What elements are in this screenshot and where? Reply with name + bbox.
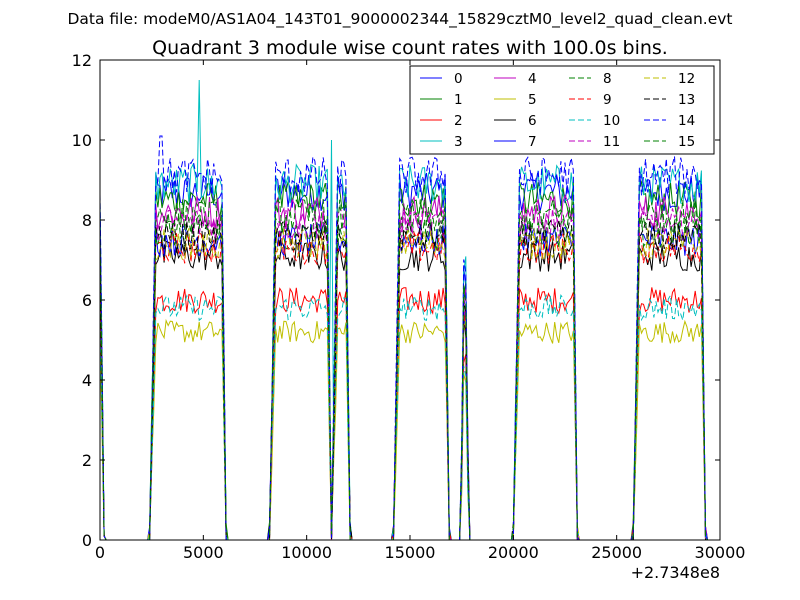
series-layer xyxy=(100,79,709,540)
legend-label-0: 0 xyxy=(454,71,463,87)
series-line-13 xyxy=(100,218,708,540)
series-line-15 xyxy=(100,197,709,540)
legend-label-6: 6 xyxy=(528,113,537,129)
legend-label-3: 3 xyxy=(454,134,463,150)
y-tick-label: 0 xyxy=(82,531,92,550)
x-tick-label: 0 xyxy=(95,543,105,562)
legend-label-8: 8 xyxy=(603,71,612,87)
legend-box xyxy=(409,65,715,155)
x-tick-label: 5000 xyxy=(183,543,224,562)
legend-label-12: 12 xyxy=(678,71,695,87)
series-line-4 xyxy=(100,194,709,540)
legend-label-10: 10 xyxy=(603,113,620,129)
x-tick-label: 15000 xyxy=(385,543,436,562)
x-tick-label: 30000 xyxy=(695,543,746,562)
legend-label-11: 11 xyxy=(603,134,620,150)
y-tick-label: 10 xyxy=(72,131,92,150)
series-line-9 xyxy=(100,231,708,540)
series-line-7 xyxy=(100,222,709,540)
y-tick-label: 6 xyxy=(82,291,92,310)
y-tick-label: 4 xyxy=(82,371,92,390)
y-tick-label: 12 xyxy=(72,51,92,70)
series-line-10 xyxy=(100,293,709,540)
x-tick-label: 20000 xyxy=(488,543,539,562)
legend-label-2: 2 xyxy=(454,113,463,129)
series-line-8 xyxy=(100,214,708,540)
x-offset-label: +2.7348e8 xyxy=(631,563,720,582)
legend-label-5: 5 xyxy=(528,92,537,108)
legend-label-14: 14 xyxy=(678,113,695,129)
legend-label-7: 7 xyxy=(528,134,537,150)
x-tick-label: 10000 xyxy=(281,543,332,562)
x-tick-label: 25000 xyxy=(591,543,642,562)
legend-label-9: 9 xyxy=(603,92,612,108)
legend-label-13: 13 xyxy=(678,92,695,108)
series-line-6 xyxy=(100,240,708,540)
series-line-14 xyxy=(100,135,709,540)
legend-label-1: 1 xyxy=(454,92,463,108)
series-line-12 xyxy=(100,227,708,540)
legend-label-15: 15 xyxy=(678,134,695,150)
chart-title: Quadrant 3 module wise count rates with … xyxy=(152,37,668,59)
series-line-2 xyxy=(100,287,709,540)
y-tick-label: 8 xyxy=(82,211,92,230)
y-tick-label: 2 xyxy=(82,451,92,470)
data-file-title: Data file: modeM0/AS1A04_143T01_90000023… xyxy=(67,10,732,29)
legend-label-4: 4 xyxy=(528,71,537,87)
series-line-5 xyxy=(100,318,708,540)
